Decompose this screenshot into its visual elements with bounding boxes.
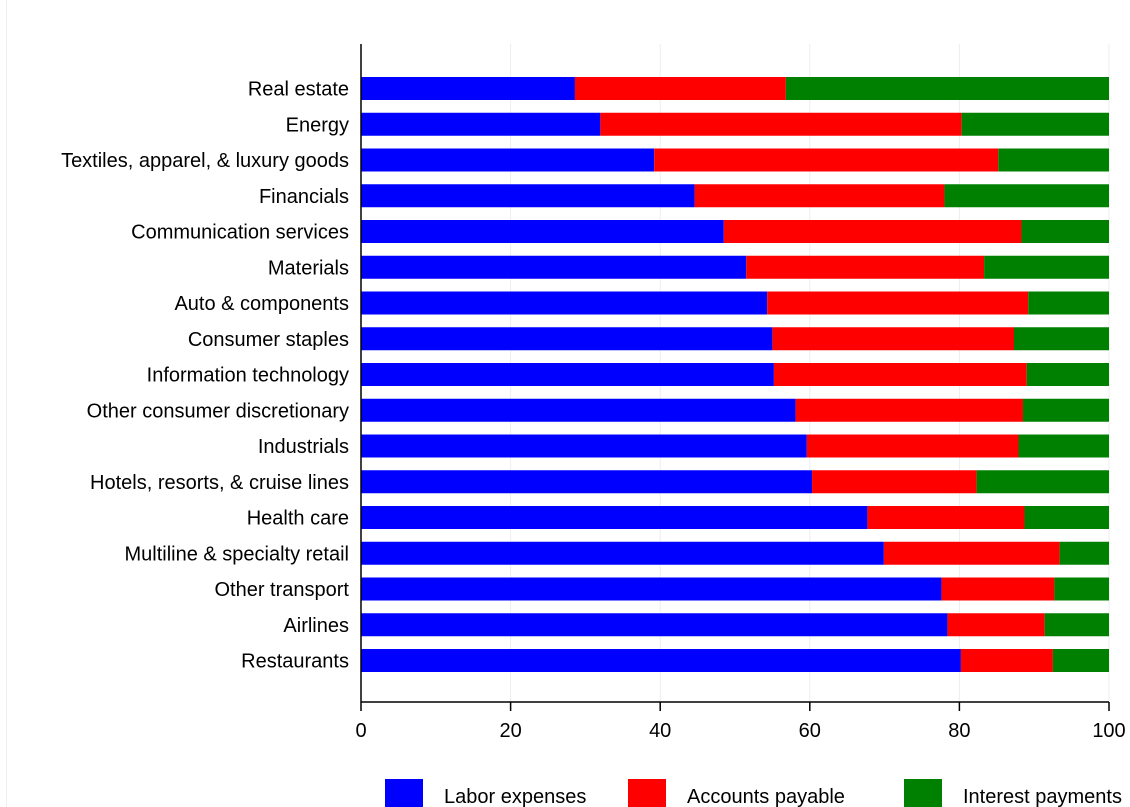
bar-segment: [574, 77, 786, 100]
bar-segment: [1024, 506, 1109, 529]
x-tick-label: 0: [355, 720, 366, 742]
bar-segment: [361, 112, 601, 136]
category-labels: Real estate Energy Textiles, apparel, & lu…: [61, 79, 349, 673]
bar-segment: [361, 434, 807, 458]
bar-segment: [694, 184, 945, 208]
bar-segment: [361, 327, 773, 351]
bar-segment: [806, 434, 1019, 458]
legend-label: Accounts payable: [687, 786, 845, 807]
bar-segment: [772, 327, 1015, 351]
bar-segment: [361, 148, 655, 172]
bar-segment: [1022, 398, 1109, 422]
category-label: Health care: [247, 508, 349, 530]
category-label: Communication services: [131, 222, 349, 244]
bar-segment: [773, 363, 1027, 386]
bar-segment: [361, 470, 813, 494]
bar-segment: [767, 291, 1029, 315]
bar-segment: [1018, 434, 1109, 458]
bar-segment: [361, 363, 774, 386]
bar-segment: [361, 291, 768, 315]
bar-segment: [795, 398, 1023, 422]
bar-segment: [361, 255, 747, 279]
category-label: Other consumer discretionary: [87, 400, 349, 422]
legend-swatch: [904, 779, 942, 807]
category-label: Airlines: [283, 615, 349, 637]
bar-segment: [1059, 541, 1109, 565]
legend-swatch: [628, 779, 666, 807]
bar-segment: [960, 649, 1053, 672]
category-label: Textiles, apparel, & luxury goods: [61, 150, 349, 172]
bar-segment: [976, 470, 1109, 494]
bar-segment: [723, 220, 1022, 243]
category-label: Restaurants: [241, 651, 349, 673]
x-axis-ticks: 0 20 40 60 80 100: [355, 702, 1126, 742]
bar-segment: [361, 577, 942, 601]
category-label: Materials: [268, 257, 349, 279]
bar-segment: [883, 541, 1060, 565]
category-label: Energy: [286, 114, 349, 136]
bar-segment: [600, 112, 962, 136]
legend: Labor expenses Accounts payable Interest p…: [385, 779, 1122, 807]
bar-segment: [1014, 327, 1109, 351]
legend-label: Interest payments: [963, 786, 1122, 807]
x-tick-label: 20: [499, 720, 521, 742]
bar-segment: [812, 470, 977, 494]
bar-segment: [361, 613, 948, 637]
bar-segment: [1026, 363, 1109, 386]
x-tick-label: 40: [649, 720, 671, 742]
category-label: Consumer staples: [188, 329, 349, 351]
bar-segment: [998, 148, 1109, 172]
bar-segment: [961, 112, 1109, 136]
bar-segment: [361, 220, 724, 243]
x-tick-label: 60: [799, 720, 821, 742]
category-label: Information technology: [147, 365, 349, 387]
bar-segment: [1021, 220, 1109, 243]
bar-segment: [654, 148, 999, 172]
bars: [361, 77, 1109, 672]
bar-segment: [361, 541, 884, 565]
page-border: [6, 0, 7, 807]
bar-segment: [947, 613, 1045, 637]
category-label: Multiline & specialty retail: [124, 543, 349, 565]
bar-segment: [944, 184, 1109, 208]
bar-segment: [941, 577, 1055, 601]
bar-segment: [1044, 613, 1109, 637]
bar-segment: [1028, 291, 1109, 315]
x-tick-label: 80: [948, 720, 970, 742]
legend-swatch: [385, 779, 423, 807]
bar-segment: [361, 506, 868, 529]
bar-segment: [746, 255, 985, 279]
category-label: Hotels, resorts, & cruise lines: [90, 472, 349, 494]
bar-segment: [361, 649, 961, 672]
category-label: Industrials: [258, 436, 349, 458]
bar-segment: [361, 184, 695, 208]
bar-segment: [361, 77, 575, 100]
category-label: Other transport: [214, 579, 349, 601]
bar-segment: [1052, 649, 1109, 672]
bar-segment: [1054, 577, 1109, 601]
category-label: Real estate: [248, 79, 349, 101]
category-label: Financials: [259, 186, 349, 208]
axes: [360, 44, 1109, 703]
x-tick-label: 100: [1092, 720, 1125, 742]
category-label: Auto & components: [174, 293, 349, 315]
bar-segment: [785, 77, 1109, 100]
legend-label: Labor expenses: [444, 786, 586, 807]
bar-segment: [361, 398, 796, 422]
bar-segment: [984, 255, 1109, 279]
bar-segment: [867, 506, 1025, 529]
